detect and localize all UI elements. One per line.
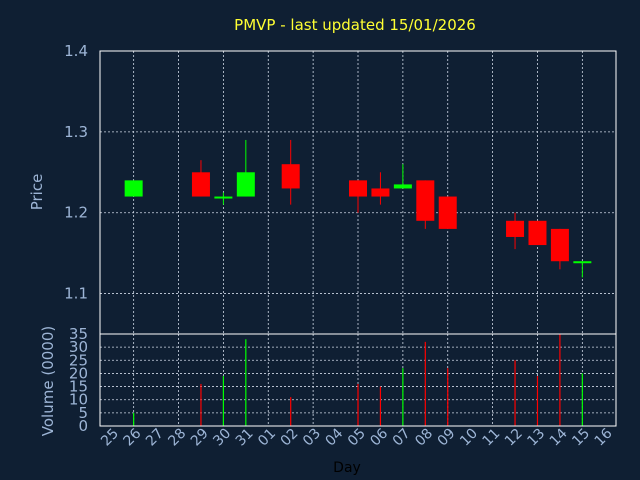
candle-body: [550, 228, 569, 262]
candle-body: [236, 172, 255, 197]
x-tick-label: 12: [502, 426, 526, 450]
x-tick-label: 05: [345, 426, 369, 450]
x-tick-label: 03: [300, 426, 324, 450]
x-axis-label: Day: [333, 460, 361, 476]
candle-body: [528, 220, 547, 246]
volume-tick-label: 0: [78, 417, 88, 435]
x-tick-label: 13: [524, 426, 548, 450]
candle-body: [214, 196, 233, 199]
volume-tick-label: 20: [69, 364, 88, 382]
price-tick-label: 1.4: [64, 42, 88, 60]
x-tick-label: 06: [367, 425, 391, 449]
volume-axis-label: Volume (0000): [39, 326, 57, 436]
candle-body: [393, 184, 412, 189]
x-tick-labels: 2526272829303101020304050607080910111213…: [98, 425, 616, 449]
x-tick-label: 01: [255, 426, 279, 450]
volume-tick-label: 35: [69, 325, 88, 343]
price-tick-label: 1.1: [64, 285, 88, 303]
x-tick-label: 09: [435, 426, 459, 450]
price-axis-label: Price: [28, 174, 46, 211]
candle-body: [349, 180, 367, 197]
x-tick-label: 28: [165, 426, 189, 450]
x-tick-label: 14: [547, 425, 571, 449]
x-tick-label: 15: [569, 426, 593, 450]
x-tick-label: 04: [322, 425, 346, 449]
price-panel: 1.1 1.2 1.3 1.4: [64, 42, 617, 335]
x-tick-label: 27: [143, 426, 167, 450]
candle-body: [124, 180, 143, 197]
candle-body: [506, 220, 525, 237]
chart-title: PMVP - last updated 15/01/2026: [234, 16, 476, 34]
x-tick-label: 31: [233, 426, 257, 450]
x-tick-label: 16: [592, 425, 616, 449]
x-tick-label: 02: [278, 426, 302, 450]
volume-frame: [99, 333, 617, 427]
candle-body: [281, 164, 300, 189]
x-tick-label: 11: [480, 426, 504, 450]
x-tick-label: 26: [121, 425, 145, 449]
x-tick-label: 08: [412, 426, 436, 450]
volume-tick-label: 30: [69, 338, 88, 356]
price-tick-label: 1.3: [64, 123, 88, 141]
x-tick-label: 10: [457, 426, 481, 450]
candle-body: [371, 188, 390, 197]
candle-body: [191, 172, 210, 197]
price-tick-label: 1.2: [64, 204, 88, 222]
volume-tick-label: 5: [78, 404, 88, 422]
candle-body: [573, 261, 592, 264]
volume-tick-label: 15: [69, 378, 88, 396]
candle-body: [438, 196, 457, 229]
x-tick-label: 25: [98, 426, 122, 450]
x-tick-label: 30: [210, 426, 234, 450]
volume-tick-label: 25: [69, 351, 88, 369]
volume-tick-label: 10: [69, 391, 88, 409]
x-tick-label: 29: [188, 426, 212, 450]
x-tick-label: 07: [390, 426, 414, 450]
candle-body: [416, 180, 435, 221]
